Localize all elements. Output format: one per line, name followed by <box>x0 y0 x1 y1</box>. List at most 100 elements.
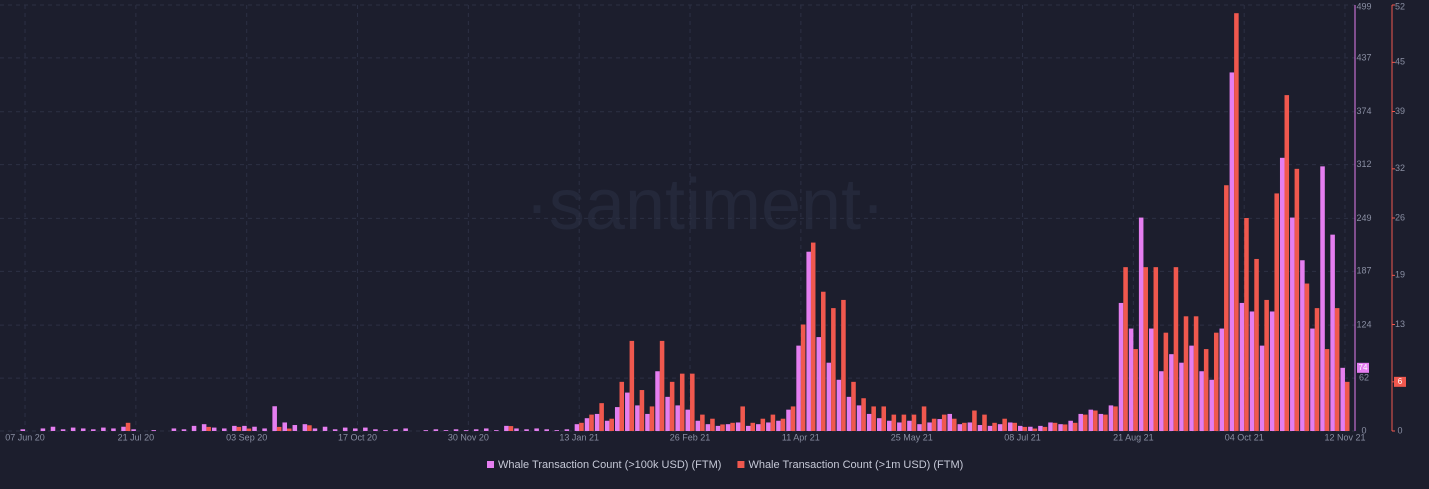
bar <box>952 418 957 431</box>
bar <box>1133 349 1138 431</box>
bar <box>735 422 741 431</box>
y-tick-label: 124 <box>1356 320 1371 330</box>
bar <box>887 420 892 431</box>
bar <box>564 429 570 431</box>
bar <box>1173 267 1179 431</box>
x-tick-label: 17 Oct 20 <box>338 432 377 442</box>
bar <box>917 424 922 431</box>
bar <box>1123 267 1128 431</box>
bar <box>508 426 514 431</box>
last-value-label: 74 <box>1359 363 1368 372</box>
bar <box>649 406 655 431</box>
bar <box>473 429 479 431</box>
x-tick-label: 07 Jun 20 <box>5 432 45 442</box>
bar <box>151 430 157 431</box>
bar <box>1269 311 1275 431</box>
bar <box>1274 193 1279 431</box>
bar <box>766 422 771 431</box>
bar <box>1234 13 1239 431</box>
bar <box>907 420 912 431</box>
bar <box>790 406 796 431</box>
bar <box>383 430 388 431</box>
bar <box>967 422 973 431</box>
x-tick-label: 30 Nov 20 <box>448 432 489 442</box>
bar <box>276 426 282 431</box>
y2-tick-label: 32 <box>1395 163 1405 173</box>
bar <box>1082 414 1088 431</box>
bar <box>1032 428 1038 431</box>
bar <box>1058 424 1063 431</box>
bar <box>659 340 665 431</box>
bar <box>1108 405 1114 431</box>
bar <box>786 409 791 431</box>
y2-tick-label: 19 <box>1395 270 1405 280</box>
bar <box>262 428 267 431</box>
bar <box>171 428 177 431</box>
bar <box>342 427 348 431</box>
bar <box>322 426 328 431</box>
y-tick-label: 374 <box>1356 106 1371 116</box>
bar <box>1300 260 1305 431</box>
bar <box>609 418 614 431</box>
bar <box>101 427 106 431</box>
bar <box>695 420 701 431</box>
bar <box>554 430 560 431</box>
x-tick-label: 11 Apr 21 <box>782 432 820 442</box>
bar <box>831 308 836 431</box>
bar <box>982 414 987 431</box>
bar <box>619 381 625 431</box>
bar <box>881 406 887 431</box>
x-tick-label: 21 Jul 20 <box>118 432 155 442</box>
bar <box>705 424 711 431</box>
bar <box>1179 362 1184 431</box>
bar <box>131 429 136 431</box>
bar <box>423 430 429 431</box>
bar <box>629 340 635 431</box>
bar <box>1284 95 1290 431</box>
bar <box>302 424 308 431</box>
bar <box>715 425 721 431</box>
bar <box>1203 349 1209 431</box>
y-tick-label: 62 <box>1359 372 1369 382</box>
bar <box>594 413 600 431</box>
bar <box>1189 345 1194 431</box>
bar <box>901 414 907 431</box>
bar <box>443 430 449 431</box>
y-tick-label: 312 <box>1356 159 1371 169</box>
bar <box>810 242 816 431</box>
bar <box>720 424 725 431</box>
bar <box>1209 379 1214 431</box>
bar <box>921 406 927 431</box>
last-value-label: 6 <box>1398 377 1403 386</box>
bar <box>1068 420 1073 431</box>
bar <box>1193 316 1199 431</box>
bar <box>1062 424 1068 431</box>
bar <box>1028 426 1033 431</box>
bar <box>1314 308 1320 431</box>
bar <box>730 422 735 431</box>
bar <box>665 396 670 431</box>
bar <box>891 414 897 431</box>
bar <box>851 381 856 431</box>
bar <box>579 422 584 431</box>
bar <box>1148 328 1154 431</box>
y-tick-label: 0 <box>1361 425 1366 435</box>
bar <box>282 422 288 431</box>
bar <box>353 428 358 431</box>
bar <box>20 429 26 431</box>
last-value-box <box>1394 376 1406 387</box>
legend-label: Whale Transaction Count (>1m USD) (FTM) <box>748 459 963 471</box>
bar <box>645 413 650 431</box>
bar <box>826 362 832 431</box>
bar <box>1219 328 1225 431</box>
bar <box>252 426 257 431</box>
y2-tick-label: 52 <box>1395 1 1405 11</box>
bar <box>861 398 866 431</box>
bar <box>1007 422 1013 431</box>
x-tick-label: 25 May 21 <box>891 432 933 442</box>
bar <box>796 345 801 431</box>
bar <box>1113 406 1118 431</box>
bar <box>1022 426 1028 431</box>
y2-tick-label: 13 <box>1395 319 1405 329</box>
